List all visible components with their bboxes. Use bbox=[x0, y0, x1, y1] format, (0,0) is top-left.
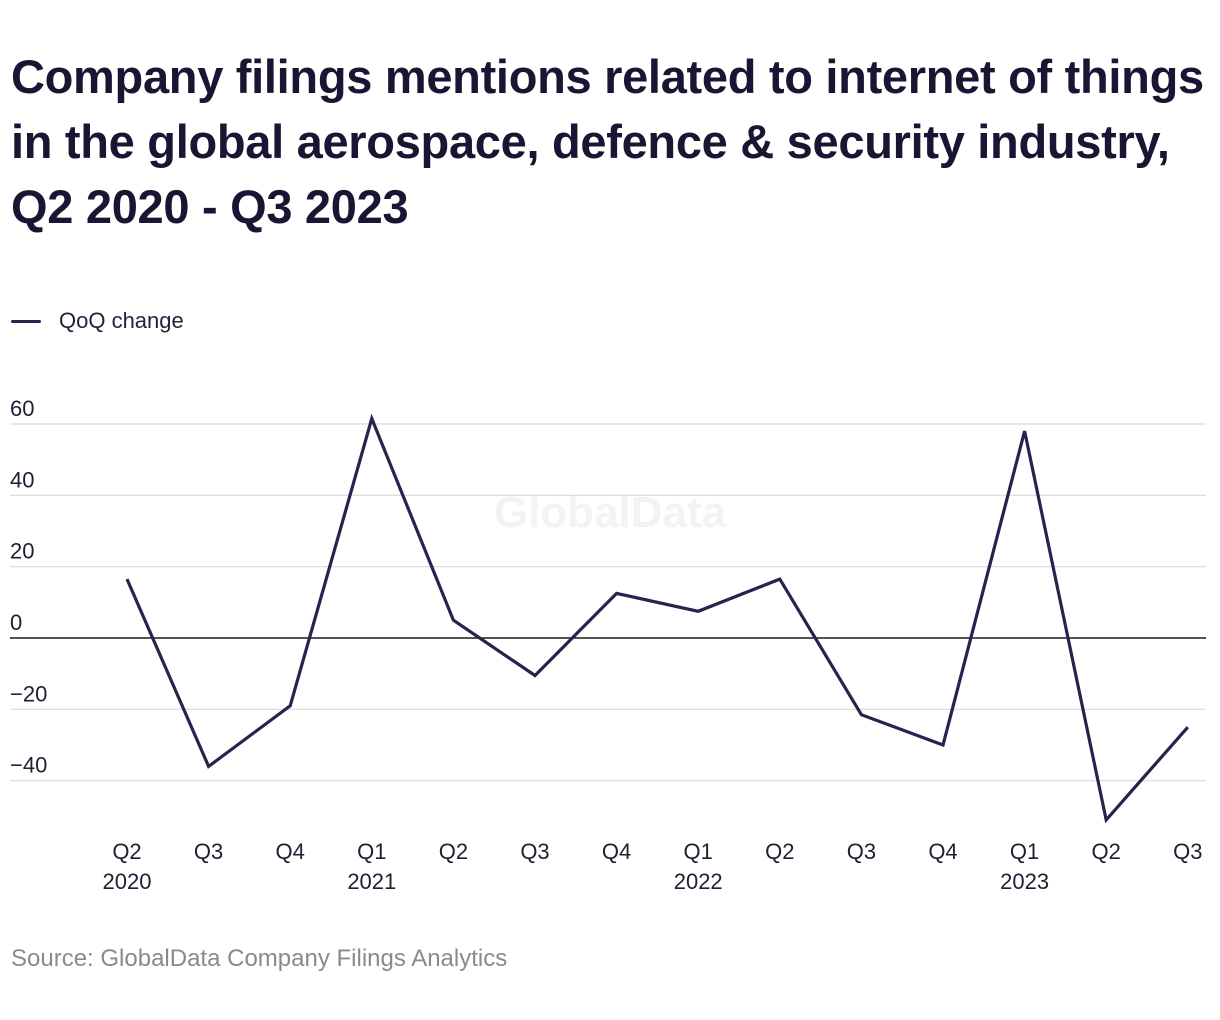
x-tick-label: Q1 bbox=[1010, 839, 1039, 864]
x-tick-label: Q2 bbox=[112, 839, 141, 864]
x-tick-year-label: 2022 bbox=[674, 869, 723, 894]
legend: QoQ change bbox=[11, 306, 184, 336]
source-note: Source: GlobalData Company Filings Analy… bbox=[11, 945, 508, 972]
x-tick-label: Q3 bbox=[520, 839, 549, 864]
y-tick-label: 20 bbox=[10, 539, 34, 564]
x-tick-label: Q4 bbox=[928, 839, 957, 864]
y-tick-label: −40 bbox=[10, 753, 47, 778]
x-tick-label: Q4 bbox=[602, 839, 631, 864]
y-tick-label: 0 bbox=[10, 610, 22, 635]
x-tick-label: Q2 bbox=[765, 839, 794, 864]
x-tick-label: Q2 bbox=[439, 839, 468, 864]
x-tick-year-label: 2020 bbox=[103, 869, 152, 894]
x-tick-label: Q1 bbox=[684, 839, 713, 864]
x-tick-label: Q3 bbox=[847, 839, 876, 864]
series-line bbox=[125, 413, 1190, 824]
x-tick-label: Q3 bbox=[1173, 839, 1202, 864]
legend-swatch bbox=[11, 319, 41, 323]
x-tick-label: Q2 bbox=[1092, 839, 1121, 864]
y-tick-label: −20 bbox=[10, 681, 47, 706]
x-tick-label: Q4 bbox=[276, 839, 305, 864]
x-tick-year-label: 2023 bbox=[1000, 869, 1049, 894]
watermark-text: GlobalData bbox=[494, 488, 727, 537]
y-tick-label: 40 bbox=[10, 467, 34, 492]
x-tick-label: Q1 bbox=[357, 839, 386, 864]
chart-title: Company filings mentions related to inte… bbox=[11, 50, 1204, 233]
x-tick-year-label: 2021 bbox=[347, 869, 396, 894]
y-tick-label: 60 bbox=[10, 396, 34, 421]
x-tick-label: Q3 bbox=[194, 839, 223, 864]
legend-label: QoQ change bbox=[59, 308, 184, 333]
